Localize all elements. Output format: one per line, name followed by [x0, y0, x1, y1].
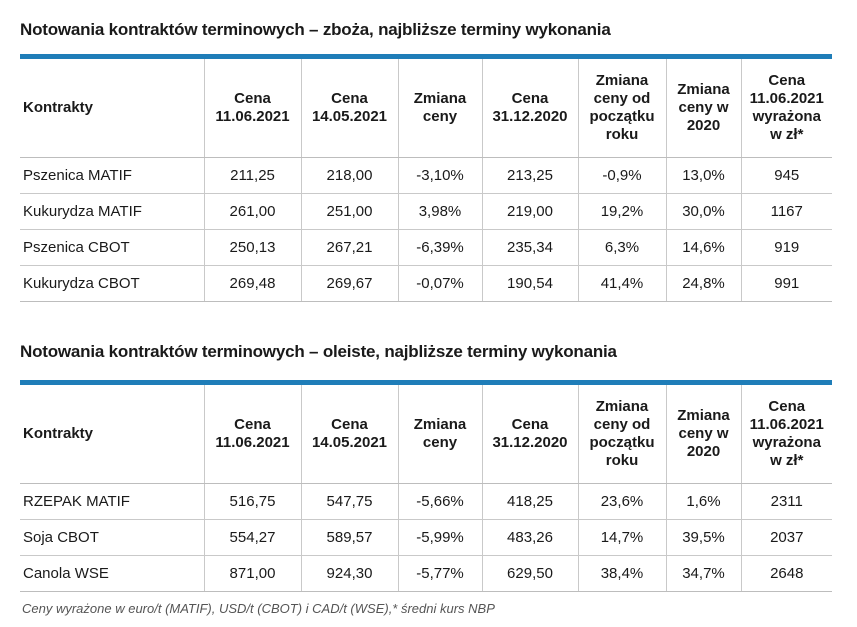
grains-header-row: Kontrakty Cena 11.06.2021 Cena 14.05.2021 …	[20, 59, 832, 158]
table-cell: 589,57	[300, 519, 398, 556]
grains-section: Notowania kontraktów terminowych – zboża…	[20, 20, 832, 302]
table-cell: 2648	[740, 555, 832, 592]
table-row: Kukurydza MATIF 261,00 251,00 3,98% 219,…	[20, 193, 832, 230]
table-row: Canola WSE 871,00 924,30 -5,77% 629,50 3…	[20, 555, 832, 592]
table-cell: -0,07%	[397, 265, 482, 302]
table-cell: 30,0%	[665, 193, 741, 230]
footnote: Ceny wyrażone w euro/t (MATIF), USD/t (C…	[22, 601, 495, 616]
header-price-dec: Cena 31.12.2020	[481, 385, 578, 484]
table-cell: 1167	[740, 193, 832, 230]
table-cell: 190,54	[481, 265, 578, 302]
header-price-change: Zmiana ceny	[397, 59, 482, 158]
header-price-june: Cena 11.06.2021	[203, 59, 301, 158]
table-cell: 871,00	[203, 555, 301, 592]
contract-name: Kukurydza MATIF	[20, 193, 204, 230]
table-cell: 269,67	[300, 265, 398, 302]
table-cell: -6,39%	[397, 229, 482, 266]
table-cell: 924,30	[300, 555, 398, 592]
grains-table: Kontrakty Cena 11.06.2021 Cena 14.05.2021 …	[20, 59, 832, 302]
table-row: Pszenica CBOT 250,13 267,21 -6,39% 235,3…	[20, 229, 832, 266]
table-cell: 267,21	[300, 229, 398, 266]
header-price-change: Zmiana ceny	[397, 385, 482, 484]
oilseeds-table: Kontrakty Cena 11.06.2021 Cena 14.05.2021 …	[20, 385, 832, 592]
header-price-may: Cena 14.05.2021	[300, 385, 398, 484]
header-contracts: Kontrakty	[20, 385, 204, 484]
header-change-2020: Zmiana ceny w 2020	[665, 385, 741, 484]
grains-title-rule	[20, 54, 832, 59]
header-change-ytd: Zmiana ceny od początku roku	[577, 385, 666, 484]
table-cell: 23,6%	[577, 483, 666, 520]
header-change-2020: Zmiana ceny w 2020	[665, 59, 741, 158]
header-price-may: Cena 14.05.2021	[300, 59, 398, 158]
header-price-june: Cena 11.06.2021	[203, 385, 301, 484]
table-cell: 418,25	[481, 483, 578, 520]
table-cell: 919	[740, 229, 832, 266]
table-cell: 235,34	[481, 229, 578, 266]
oilseeds-title-rule	[20, 380, 832, 385]
table-row: RZEPAK MATIF 516,75 547,75 -5,66% 418,25…	[20, 483, 832, 520]
oilseeds-section: Notowania kontraktów terminowych – oleis…	[20, 342, 832, 592]
header-contracts: Kontrakty	[20, 59, 204, 158]
table-row: Pszenica MATIF 211,25 218,00 -3,10% 213,…	[20, 157, 832, 194]
table-cell: 269,48	[203, 265, 301, 302]
table-cell: 6,3%	[577, 229, 666, 266]
table-cell: -5,66%	[397, 483, 482, 520]
table-cell: 34,7%	[665, 555, 741, 592]
table-cell: 250,13	[203, 229, 301, 266]
table-row: Soja CBOT 554,27 589,57 -5,99% 483,26 14…	[20, 519, 832, 556]
table-cell: 251,00	[300, 193, 398, 230]
table-cell: 24,8%	[665, 265, 741, 302]
table-cell: 261,00	[203, 193, 301, 230]
contract-name: Kukurydza CBOT	[20, 265, 204, 302]
table-cell: 39,5%	[665, 519, 741, 556]
table-cell: 38,4%	[577, 555, 666, 592]
oilseeds-header-row: Kontrakty Cena 11.06.2021 Cena 14.05.2021 …	[20, 385, 832, 484]
table-cell: 14,6%	[665, 229, 741, 266]
header-price-pln: Cena 11.06.2021 wyrażona w zł*	[740, 59, 832, 158]
table-cell: -5,77%	[397, 555, 482, 592]
contract-name: Canola WSE	[20, 555, 204, 592]
table-cell: 945	[740, 157, 832, 194]
oilseeds-table-title: Notowania kontraktów terminowych – oleis…	[20, 342, 617, 361]
table-row: Kukurydza CBOT 269,48 269,67 -0,07% 190,…	[20, 265, 832, 302]
table-cell: 19,2%	[577, 193, 666, 230]
header-price-pln: Cena 11.06.2021 wyrażona w zł*	[740, 385, 832, 484]
table-cell: 2037	[740, 519, 832, 556]
table-cell: 629,50	[481, 555, 578, 592]
grains-table-title: Notowania kontraktów terminowych – zboża…	[20, 20, 611, 39]
header-change-ytd: Zmiana ceny od początku roku	[577, 59, 666, 158]
table-cell: 516,75	[203, 483, 301, 520]
contract-name: Pszenica MATIF	[20, 157, 204, 194]
table-cell: 219,00	[481, 193, 578, 230]
table-cell: -5,99%	[397, 519, 482, 556]
table-cell: 547,75	[300, 483, 398, 520]
table-cell: 14,7%	[577, 519, 666, 556]
contract-name: Soja CBOT	[20, 519, 204, 556]
table-cell: -3,10%	[397, 157, 482, 194]
contract-name: Pszenica CBOT	[20, 229, 204, 266]
table-cell: 1,6%	[665, 483, 741, 520]
contract-name: RZEPAK MATIF	[20, 483, 204, 520]
table-cell: 483,26	[481, 519, 578, 556]
table-cell: 991	[740, 265, 832, 302]
table-cell: 3,98%	[397, 193, 482, 230]
table-cell: 13,0%	[665, 157, 741, 194]
header-price-dec: Cena 31.12.2020	[481, 59, 578, 158]
table-cell: -0,9%	[577, 157, 666, 194]
table-cell: 554,27	[203, 519, 301, 556]
table-cell: 2311	[740, 483, 832, 520]
table-cell: 218,00	[300, 157, 398, 194]
table-cell: 211,25	[203, 157, 301, 194]
table-cell: 41,4%	[577, 265, 666, 302]
table-cell: 213,25	[481, 157, 578, 194]
